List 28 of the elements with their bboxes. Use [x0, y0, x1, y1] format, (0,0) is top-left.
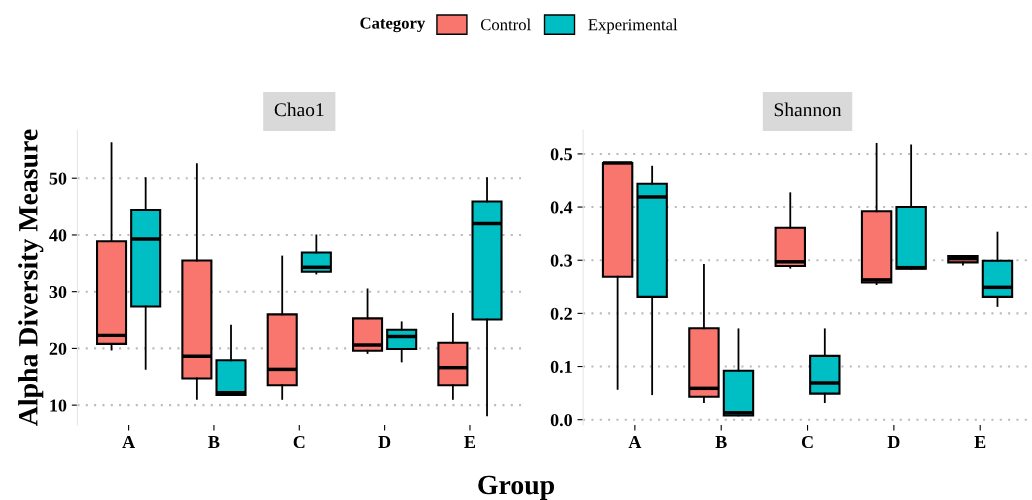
- y-tick-label: 10: [50, 399, 67, 412]
- x-tick-label: D: [378, 436, 391, 448]
- y-tick-label: 0.1: [550, 360, 572, 374]
- y-tick-label: 0.2: [550, 307, 572, 320]
- y-tick-label: 30: [49, 285, 67, 299]
- x-tick-label: A: [122, 436, 135, 448]
- x-tick-label: C: [293, 435, 305, 449]
- x-tick-label: D: [887, 436, 900, 448]
- x-tick-label: A: [628, 436, 642, 448]
- x-tick-label: B: [208, 436, 220, 448]
- x-tick-label: C: [801, 435, 813, 449]
- y-tick-label: 50: [49, 172, 67, 185]
- x-tick-label: E: [974, 436, 986, 448]
- legend-label: Control: [480, 18, 531, 31]
- y-tick-label: 0.4: [550, 201, 573, 214]
- y-tick-label: 0.3: [550, 254, 573, 267]
- y-axis-title: Alpha Diversity Measure: [18, 129, 44, 426]
- x-axis-title: Group: [478, 475, 554, 500]
- legend-label: Experimental: [588, 18, 678, 34]
- chart-title: Chao1: [274, 102, 324, 117]
- x-tick-label: E: [464, 436, 476, 448]
- y-tick-label: 0.5: [550, 148, 572, 161]
- chart-title: Shannon: [774, 102, 842, 117]
- y-tick-label: 40: [49, 229, 67, 242]
- y-tick-label: 20: [49, 342, 67, 355]
- legend-title: Category: [360, 17, 426, 33]
- y-tick-label: 0.0: [550, 413, 572, 427]
- x-tick-label: B: [715, 436, 727, 448]
